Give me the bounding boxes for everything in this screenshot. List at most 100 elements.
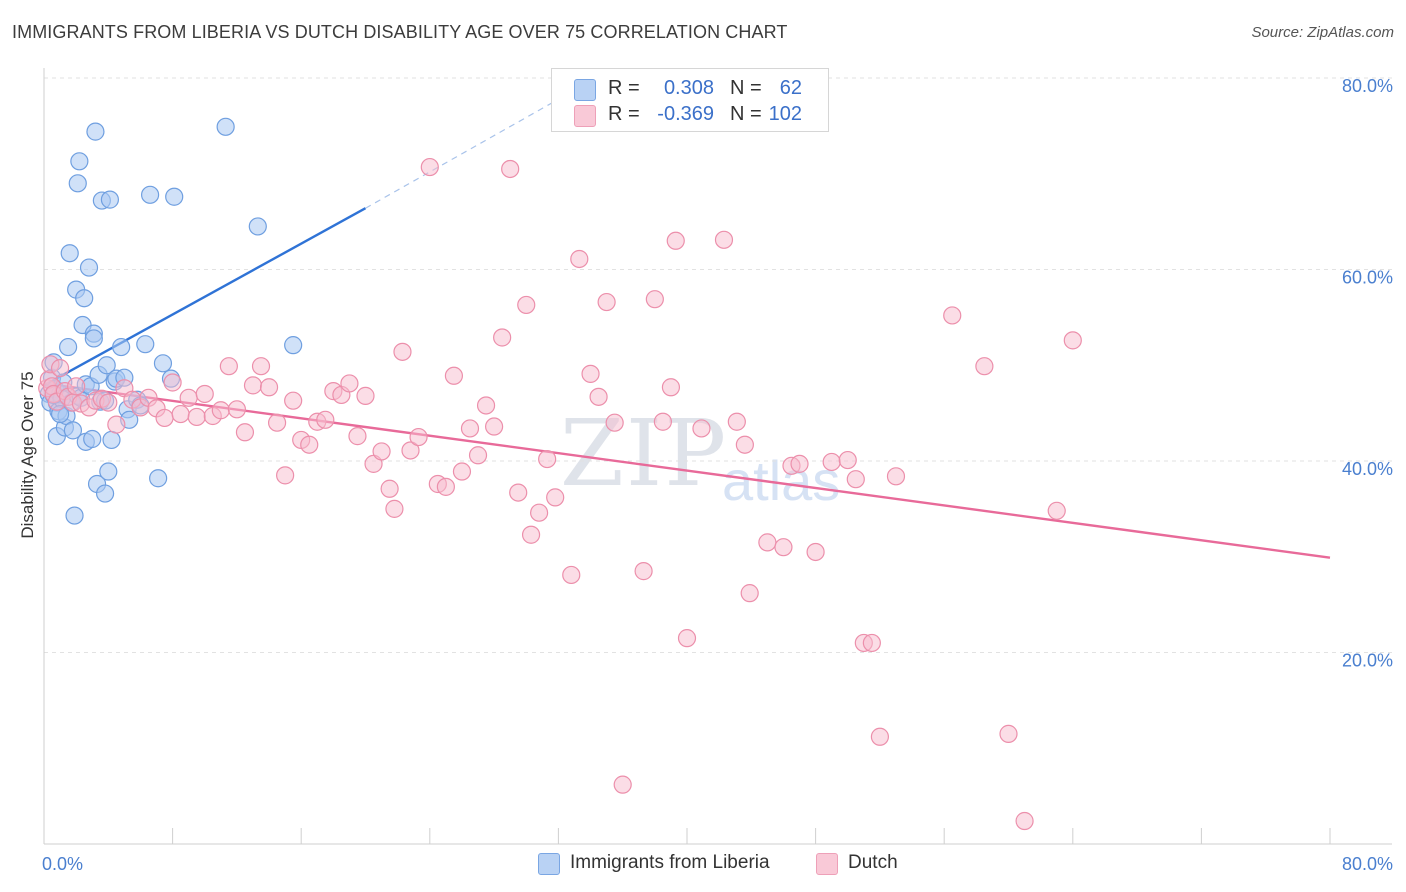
point-dutch bbox=[692, 419, 711, 438]
trend-line-liberia bbox=[43, 207, 367, 387]
point-dutch bbox=[645, 290, 664, 309]
point-liberia bbox=[75, 289, 94, 308]
point-dutch bbox=[267, 413, 287, 432]
point-dutch bbox=[340, 374, 359, 393]
series-liberia-points bbox=[39, 117, 303, 525]
point-dutch bbox=[259, 378, 279, 397]
point-dutch bbox=[284, 391, 303, 410]
correlation-legend: R = 0.308 N = 62 R = -0.369 N = 102 bbox=[551, 68, 829, 132]
point-liberia bbox=[86, 122, 105, 141]
point-dutch bbox=[485, 417, 504, 436]
legend-n-value: 102 bbox=[768, 103, 802, 125]
point-dutch bbox=[581, 364, 600, 383]
y-tick-label: 80.0% bbox=[1342, 76, 1393, 96]
tick-labels: 20.0% 40.0% 60.0% 80.0% 0.0% 80.0% bbox=[42, 76, 1393, 874]
point-liberia bbox=[112, 337, 131, 357]
point-dutch bbox=[589, 387, 608, 406]
point-liberia bbox=[83, 429, 102, 449]
point-dutch bbox=[219, 357, 238, 376]
point-dutch bbox=[444, 366, 464, 385]
point-dutch bbox=[50, 359, 70, 378]
x-tick-label: 0.0% bbox=[42, 854, 83, 874]
point-dutch bbox=[570, 249, 589, 269]
point-dutch bbox=[420, 157, 439, 177]
y-tick-label: 20.0% bbox=[1342, 651, 1393, 671]
point-liberia bbox=[136, 335, 155, 354]
point-dutch bbox=[661, 378, 681, 397]
point-dutch bbox=[521, 525, 541, 544]
point-dutch bbox=[735, 435, 754, 454]
point-dutch bbox=[356, 386, 375, 405]
point-dutch bbox=[155, 408, 174, 428]
point-dutch bbox=[740, 584, 759, 603]
point-dutch bbox=[886, 467, 906, 486]
point-dutch bbox=[460, 419, 480, 438]
point-liberia bbox=[153, 354, 173, 373]
point-dutch bbox=[348, 427, 367, 446]
point-dutch bbox=[999, 724, 1018, 743]
point-liberia bbox=[59, 337, 78, 357]
point-dutch bbox=[538, 449, 557, 469]
point-dutch bbox=[653, 412, 672, 431]
point-dutch bbox=[316, 410, 335, 429]
legend-row-dutch: R = -0.369 N = 102 bbox=[552, 103, 828, 129]
gridlines bbox=[44, 77, 1392, 653]
trend-line-dutch bbox=[43, 382, 1331, 559]
point-dutch bbox=[372, 442, 391, 461]
point-liberia bbox=[140, 185, 160, 204]
point-dutch bbox=[187, 407, 206, 427]
point-liberia bbox=[79, 258, 99, 277]
point-dutch bbox=[276, 466, 295, 485]
point-dutch bbox=[436, 477, 455, 496]
point-dutch bbox=[862, 633, 881, 653]
legend-swatch-liberia bbox=[538, 853, 560, 875]
point-dutch bbox=[99, 393, 118, 412]
point-dutch bbox=[517, 295, 536, 315]
trend-line-liberia-extension bbox=[365, 85, 583, 209]
point-dutch bbox=[501, 159, 520, 179]
chart-title: IMMIGRANTS FROM LIBERIA VS DUTCH DISABIL… bbox=[12, 22, 788, 42]
point-dutch bbox=[385, 499, 404, 518]
point-dutch bbox=[562, 565, 581, 585]
point-dutch bbox=[171, 404, 190, 424]
point-dutch bbox=[195, 384, 214, 404]
point-dutch bbox=[806, 542, 825, 562]
point-dutch bbox=[870, 727, 890, 746]
point-dutch bbox=[838, 450, 857, 470]
point-dutch bbox=[666, 231, 685, 250]
point-dutch bbox=[380, 479, 399, 498]
point-liberia bbox=[102, 430, 121, 450]
point-dutch bbox=[107, 415, 126, 434]
point-dutch bbox=[493, 328, 512, 347]
point-dutch bbox=[597, 292, 616, 312]
point-liberia bbox=[84, 329, 103, 348]
trend-lines bbox=[43, 85, 1331, 559]
point-liberia bbox=[60, 244, 79, 263]
watermark-zip: ZIP bbox=[560, 400, 729, 507]
point-dutch bbox=[251, 357, 271, 376]
point-dutch bbox=[727, 412, 746, 431]
point-dutch bbox=[1063, 331, 1082, 350]
point-dutch bbox=[1015, 811, 1034, 831]
point-liberia bbox=[63, 421, 83, 440]
point-liberia bbox=[68, 174, 87, 193]
legend-n-label: N = bbox=[730, 77, 762, 99]
point-liberia bbox=[70, 152, 89, 171]
point-dutch bbox=[476, 396, 496, 415]
point-dutch bbox=[163, 373, 182, 392]
axes bbox=[43, 68, 1392, 845]
point-liberia bbox=[248, 217, 267, 236]
point-dutch bbox=[509, 483, 528, 502]
watermark-atlas: atlas bbox=[722, 449, 841, 512]
point-dutch bbox=[211, 401, 230, 420]
legend-n-label: N = bbox=[730, 103, 762, 125]
point-dutch bbox=[714, 230, 734, 249]
legend-r-value: 0.308 bbox=[663, 77, 714, 99]
point-liberia bbox=[99, 462, 118, 481]
point-dutch bbox=[613, 775, 632, 794]
point-dutch bbox=[243, 376, 263, 395]
point-liberia bbox=[97, 356, 116, 375]
point-dutch bbox=[530, 503, 549, 522]
point-dutch bbox=[468, 446, 488, 465]
point-dutch bbox=[227, 400, 246, 419]
